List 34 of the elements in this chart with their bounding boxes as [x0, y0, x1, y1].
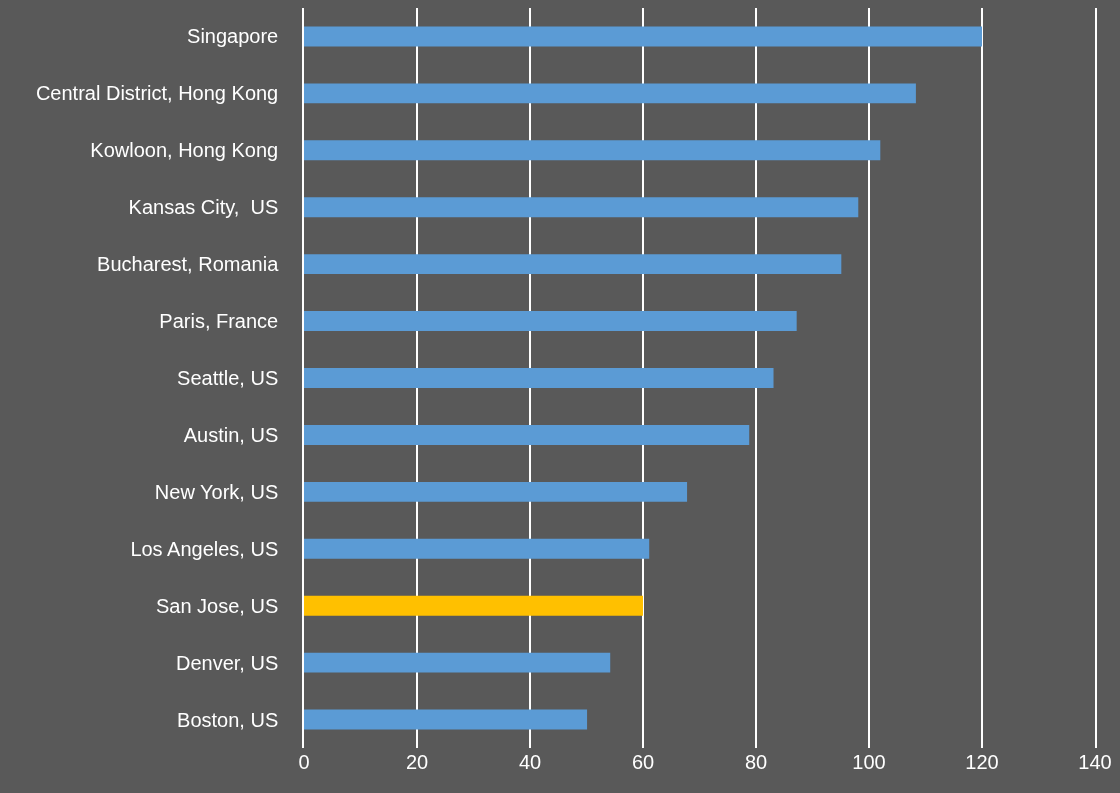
x-tick-label: 120 [965, 751, 999, 773]
y-tick-label: Kowloon, Hong Kong [90, 139, 279, 162]
y-tick-label: Austin, US [183, 423, 279, 446]
y-tick-label: Central District, Hong Kong [35, 82, 279, 105]
y-tick-label: New York, US [154, 480, 279, 503]
x-tick-label: 60 [631, 751, 655, 773]
y-tick-label: Los Angeles, US [130, 537, 279, 560]
y-tick-label: San Jose, US [155, 594, 279, 617]
bar [304, 368, 774, 388]
x-tick-label: 140 [1078, 751, 1112, 773]
bar [304, 140, 881, 161]
bar [304, 26, 982, 47]
bar [304, 83, 916, 104]
y-tick-label: Boston, US [177, 708, 279, 731]
bar [304, 481, 688, 502]
bar [304, 538, 650, 559]
bar [304, 652, 611, 673]
y-tick-label: Seattle, US [177, 367, 279, 389]
bar [304, 424, 750, 445]
x-tick-label: 80 [744, 751, 768, 773]
y-tick-label: Kansas City, US [128, 196, 279, 219]
bar [304, 311, 797, 332]
bar [304, 709, 588, 730]
x-tick-label: 100 [852, 751, 886, 773]
bar [304, 197, 859, 218]
bar [304, 595, 643, 616]
y-tick-label: Paris, France [159, 310, 279, 333]
bar [304, 254, 842, 275]
x-tick-label: 0 [298, 751, 310, 773]
y-tick-label: Bucharest, Romania [97, 253, 280, 276]
y-tick-label: Singapore [187, 25, 279, 48]
y-tick-label: Denver, US [175, 651, 279, 674]
x-tick-label: 20 [405, 751, 429, 773]
x-tick-label: 40 [518, 751, 542, 773]
